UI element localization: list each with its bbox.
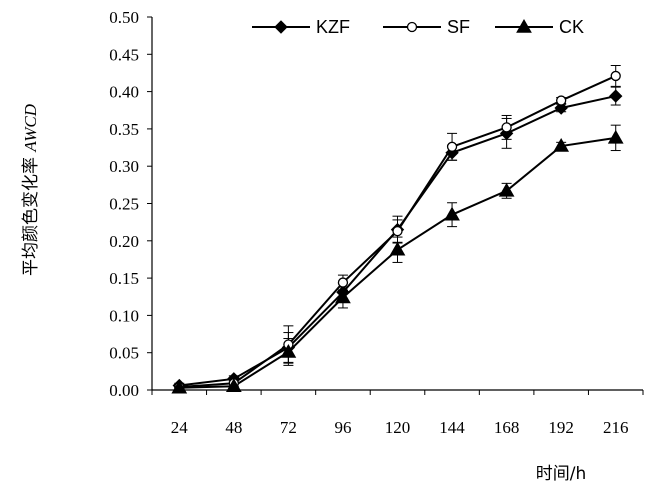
point-ck-192 — [553, 138, 570, 152]
point-kzf-192 — [554, 101, 568, 115]
legend-marker-kzf — [274, 20, 288, 34]
legend-item-ck: CK — [495, 17, 584, 37]
legend-label-sf: SF — [447, 17, 470, 37]
y-tick-label-0.45: 0.45 — [109, 45, 139, 64]
x-tick-label-168: 168 — [494, 418, 520, 437]
point-sf-96 — [337, 277, 349, 288]
x-tick-label-192: 192 — [548, 418, 574, 437]
y-tick-label-0.20: 0.20 — [109, 232, 139, 251]
point-sf-216 — [610, 70, 621, 82]
x-tick-label-24: 24 — [171, 418, 189, 437]
legend-marker-ck — [516, 18, 532, 33]
y-tick-label-0.10: 0.10 — [109, 306, 139, 325]
point-ck-168 — [498, 182, 515, 197]
y-tick-label-0.25: 0.25 — [109, 195, 139, 214]
legend-label-ck: CK — [559, 17, 584, 37]
y-tick-label-0.05: 0.05 — [109, 344, 139, 363]
plot-area — [171, 64, 624, 394]
legend-item-kzf: KZF — [252, 17, 350, 37]
legend-item-sf: SF — [383, 17, 470, 37]
x-tick-label-216: 216 — [603, 418, 629, 437]
x-axis-title: 时间/h — [536, 464, 587, 484]
y-tick-label-0.50: 0.50 — [109, 8, 139, 27]
point-sf-168 — [501, 122, 512, 133]
point-ck-144 — [444, 206, 460, 221]
y-axis-title-text: 平均颜色变化率 — [21, 152, 41, 276]
y-tick-label-0.15: 0.15 — [109, 269, 139, 288]
point-sf-192 — [556, 95, 567, 106]
point-ck-96 — [335, 289, 351, 304]
point-sf-120 — [392, 225, 403, 237]
point-ck-120 — [389, 241, 406, 256]
x-tick-label-48: 48 — [225, 418, 242, 437]
y-tick-label-0.00: 0.00 — [109, 381, 139, 400]
axes: 0.00 0.05 0.10 0.15 0.20 0.25 0.30 0.35 0.40 0.45… — [109, 8, 644, 437]
y-tick-label-0.40: 0.40 — [109, 83, 139, 102]
y-tick-label-0.35: 0.35 — [109, 120, 139, 139]
x-tick-label-144: 144 — [439, 418, 465, 437]
x-tick-label-120: 120 — [385, 418, 411, 437]
y-axis-title-italic: AWCD — [21, 103, 40, 152]
point-ck-48 — [225, 378, 242, 393]
point-ck-216 — [607, 129, 624, 144]
legend: KZF SF CK — [252, 17, 584, 37]
point-kzf-216 — [609, 89, 623, 103]
x-tick-label-72: 72 — [280, 418, 297, 437]
legend-label-kzf: KZF — [316, 17, 350, 37]
legend-marker-sf — [406, 21, 418, 33]
x-tick-label-96: 96 — [334, 418, 351, 437]
y-axis-title: 平均颜色变化率 AWCD — [21, 103, 41, 276]
point-sf-144 — [446, 141, 458, 152]
y-tick-label-0.30: 0.30 — [109, 157, 139, 176]
point-ck-72 — [280, 343, 297, 358]
